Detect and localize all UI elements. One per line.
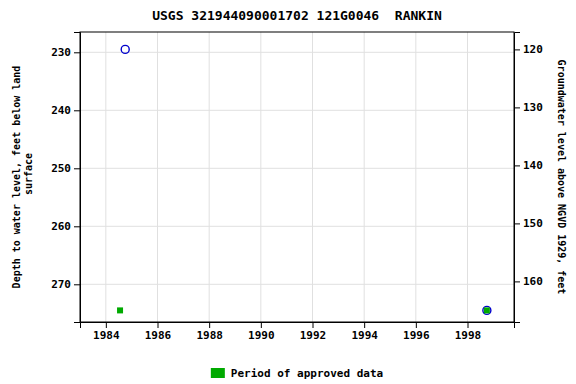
grid-line (467, 32, 468, 322)
tick: 1990 (248, 322, 274, 342)
tick-label: 1996 (403, 329, 430, 342)
legend-label: Period of approved data (231, 367, 383, 380)
y2-axis-title: Groundwater level above NGVD 1929, feet (556, 60, 567, 295)
tick-mark (261, 322, 262, 328)
tick-mark (74, 284, 80, 285)
grid (80, 32, 514, 322)
grid-line (80, 168, 514, 169)
tick-label: 1994 (351, 329, 378, 342)
tick-label: 250 (51, 162, 71, 175)
tick-label: 230 (51, 46, 71, 59)
legend-item: Period of approved data (211, 367, 383, 380)
tick-mark (416, 322, 417, 328)
tick-label: 1990 (248, 329, 274, 342)
tick-mark (364, 322, 365, 328)
series (117, 307, 490, 313)
grid-line (80, 110, 514, 111)
tick-mark (313, 322, 314, 328)
tick-mark (514, 49, 520, 50)
tick-mark (514, 281, 520, 282)
series (121, 45, 491, 314)
tick-mark (74, 110, 80, 111)
tick-mark (106, 322, 107, 328)
tick: 130 (514, 101, 543, 114)
plot-frame (80, 32, 514, 322)
tick: 1988 (196, 322, 223, 342)
grid-line (364, 32, 365, 322)
title: USGS 321944090001702 121G0046 RANKIN (152, 8, 442, 23)
tick: 260 (51, 220, 80, 233)
grid-line (415, 32, 416, 322)
tick: 270 (51, 278, 80, 291)
tick-label: 1998 (455, 329, 482, 342)
x-axis: 1984 1986 1988 1990 1992 1994 1996 1998 (81, 322, 515, 342)
tick: 1998 (455, 322, 482, 342)
tick-label: 120 (523, 43, 543, 56)
marks (117, 45, 491, 314)
tick-label: 1988 (196, 329, 223, 342)
tick-label: 1986 (145, 329, 172, 342)
y2-axis: 120 130 140 150 160 (514, 33, 543, 323)
tick-label: 130 (523, 101, 543, 114)
grid-line (209, 32, 210, 322)
tick: 140 (514, 159, 543, 172)
legend: Period of approved data (211, 367, 383, 380)
tick: 240 (51, 104, 80, 117)
tick: 1996 (403, 322, 430, 342)
tick-label: 240 (51, 104, 71, 117)
tick-label: 160 (523, 275, 543, 288)
chart: 1984 1986 1988 1990 1992 1994 1996 1998 230 240 25… (0, 0, 576, 384)
tick: 120 (514, 43, 543, 56)
legend-swatch (211, 368, 225, 378)
tick-label: 260 (51, 220, 71, 233)
tick-label: 270 (51, 278, 71, 291)
y-axis: 230 240 250 260 270 (51, 33, 80, 323)
tick: 160 (514, 275, 543, 288)
tick: 1992 (300, 322, 327, 342)
grid-line (105, 32, 106, 322)
tick: 1984 (93, 322, 120, 342)
square-marker (484, 307, 490, 313)
axis-line (74, 33, 81, 323)
tick-label: 140 (523, 159, 543, 172)
tick: 1986 (145, 322, 172, 342)
circle-marker (121, 45, 129, 53)
tick-mark (158, 322, 159, 328)
grid-line (80, 52, 514, 53)
tick-label: 1992 (300, 329, 327, 342)
tick-mark (209, 322, 210, 328)
grid-line (260, 32, 261, 322)
tick-mark (468, 322, 469, 328)
tick-mark (514, 107, 520, 108)
y-axis-title-line: Depth to water level, feet below land (11, 66, 22, 289)
square-marker (117, 307, 123, 313)
y-axis-title: Depth to water level, feet below land su… (11, 66, 34, 289)
tick-label: 1984 (93, 329, 120, 342)
axis-line (81, 323, 515, 329)
tick-label: 150 (523, 217, 543, 230)
tick-mark (74, 168, 80, 169)
grid-line (80, 226, 514, 227)
grid-line (80, 284, 514, 285)
grid-line (312, 32, 313, 322)
tick-mark (514, 223, 520, 224)
tick: 230 (51, 46, 80, 59)
tick: 250 (51, 162, 80, 175)
tick-mark (514, 165, 520, 166)
circle-marker (483, 306, 491, 314)
y-axis-title-line: surface (23, 153, 34, 201)
grid-line (157, 32, 158, 322)
tick-mark (74, 226, 80, 227)
tick-mark (74, 52, 80, 53)
plot: 1984 1986 1988 1990 1992 1994 1996 1998 230 240 25… (51, 32, 543, 342)
tick: 150 (514, 217, 543, 230)
tick: 1994 (351, 322, 378, 342)
axis-line (515, 33, 521, 323)
